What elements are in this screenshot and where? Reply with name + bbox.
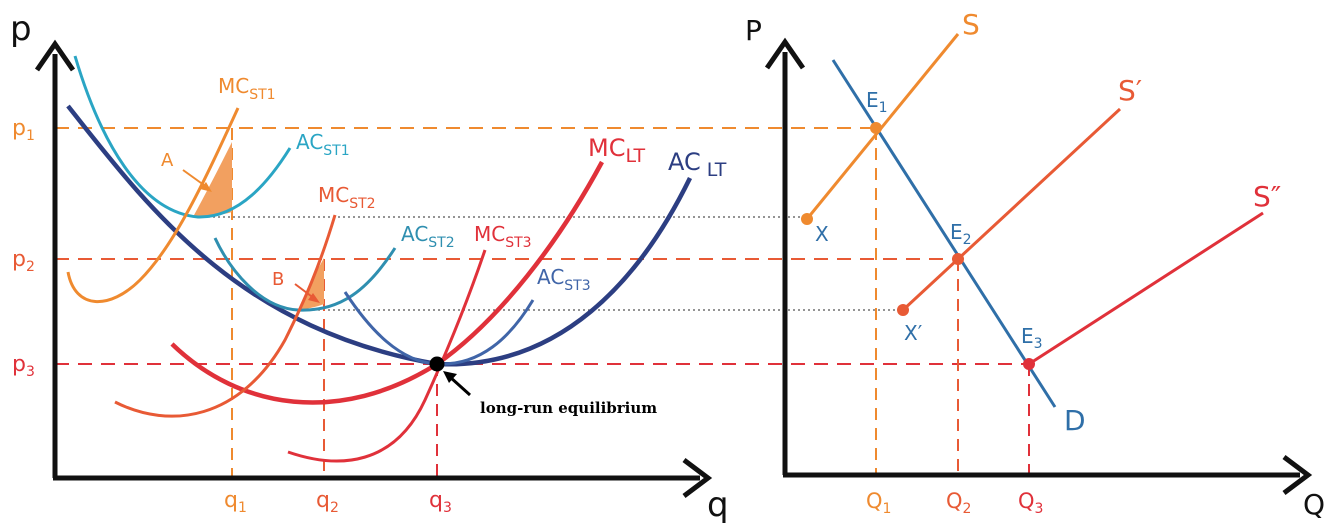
equilibrium-pointer-arrowhead [443,371,457,383]
mc-st2-curve [114,214,337,418]
supply-curve-s-prime [901,107,1122,312]
demand-curve-d [831,59,1057,408]
long-run-equilibrium-point [429,356,445,372]
supply-curve-s-double-prime [1028,211,1264,366]
supply-s-prime-label: S′ [1118,74,1142,107]
Q2-label: Q2 [946,489,971,517]
point-e3-label: E3 [1021,324,1043,352]
left-y-axis-arrowhead [34,39,76,72]
ac-st2-label: ACST2 [401,222,455,251]
Q3-label: Q3 [1018,489,1043,517]
area-a-shading [193,142,232,217]
ac-st1-curve [73,55,292,219]
equilibrium-label: long-run equilibrium [480,399,657,417]
right-x-axis-label: Q [1303,488,1325,521]
q1-label: q1 [224,488,247,516]
q2-label: q2 [316,488,339,516]
supply-curve-s [805,33,960,220]
point-e1 [870,122,882,134]
area-a-label: A [161,150,174,171]
supply-s-label: S [962,8,980,41]
demand-d-label: D [1064,404,1086,437]
point-e2 [952,253,964,265]
ac-st1-label: ACST1 [296,130,350,159]
mc-st2-label: MCST2 [318,183,376,212]
ac-st3-label: ACST3 [537,265,591,294]
mc-lt-label: MCLT [588,134,645,167]
point-e2-label: E2 [950,220,972,248]
mc-st1-curve [66,107,240,304]
p1-label: p1 [12,116,35,144]
Q1-label: Q1 [866,489,891,517]
point-x-label: X [815,222,829,246]
ac-lt-label: AC LT [668,148,727,181]
left-y-axis-label: p [10,9,32,49]
area-a-arrowhead [200,182,212,192]
mc-st3-curve [287,249,487,463]
area-b-label: B [272,269,284,290]
right-y-axis-arrowhead [764,37,806,70]
right-x-axis-arrowhead [1282,455,1313,495]
q3-label: q3 [429,488,452,516]
p2-label: p2 [12,247,35,275]
point-e3 [1023,358,1035,370]
left-x-axis-arrowhead [682,458,713,498]
point-x [801,213,813,225]
point-e1-label: E1 [866,88,888,116]
point-x-prime-label: X′ [904,321,923,345]
area-b-arrowhead [308,293,320,303]
left-panel: p q p1 p2 p3 q1 q2 q3 MCST1 ACST1 MCST2 … [10,9,1029,524]
supply-s-double-prime-label: S″ [1253,180,1281,213]
mc-st3-label: MCST3 [474,222,532,251]
p3-label: p3 [12,352,35,380]
equilibrium-pointer-arrow [448,375,472,397]
right-y-axis-label: P [745,14,762,47]
mc-st1-label: MCST1 [218,74,276,103]
left-x-axis-label: q [707,485,729,524]
right-panel: P Q Q1 Q2 Q3 E1 E2 E3 X X′ S S′ S″ D [745,8,1325,521]
point-x-prime [897,304,909,316]
